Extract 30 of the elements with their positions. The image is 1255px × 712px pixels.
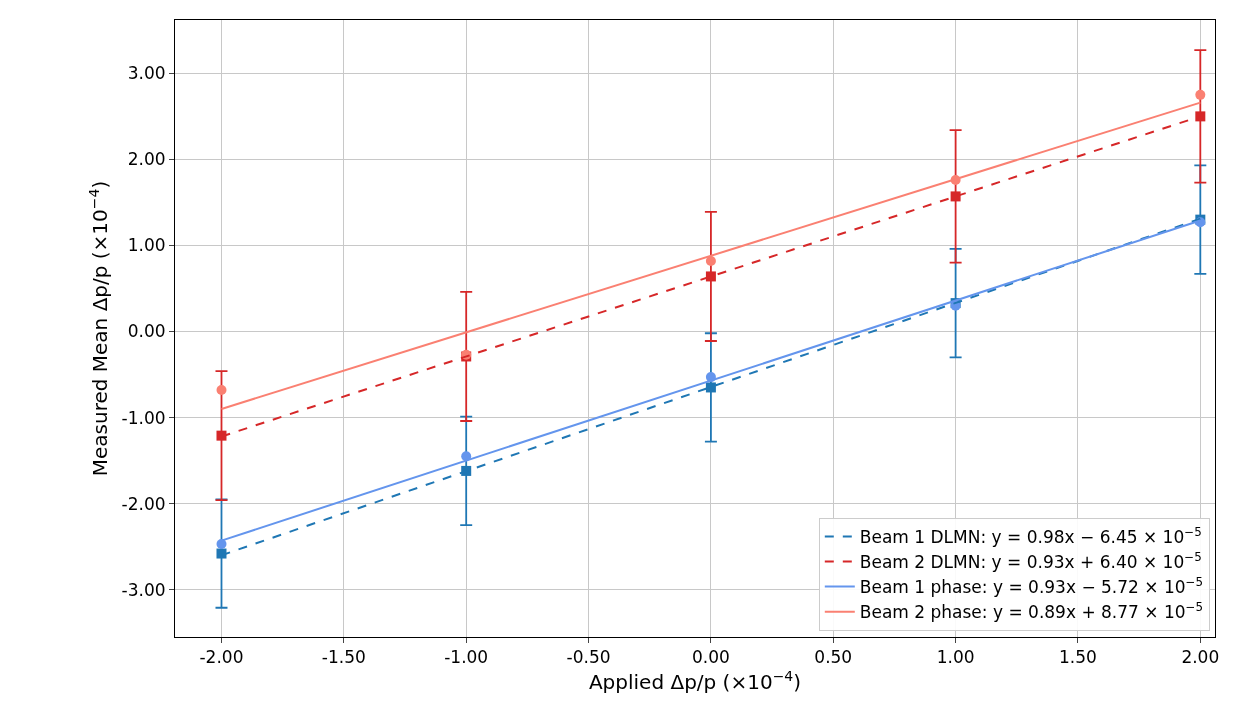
- legend-label: Beam 2 DLMN: y = 0.93x + 6.40 × 10$^{−5}$: [859, 549, 1202, 573]
- y-tick-label: -3.00: [121, 579, 166, 600]
- point: [1195, 111, 1206, 122]
- point: [705, 271, 716, 282]
- y-tick-label: -1.00: [121, 407, 166, 428]
- y-tick-label: 0.00: [127, 321, 166, 342]
- point: [216, 385, 227, 396]
- x-tick-label: -1.50: [321, 647, 366, 668]
- x-tick-label: 0.00: [691, 647, 730, 668]
- y-tick-label: 1.00: [127, 235, 166, 256]
- legend-label: Beam 1 phase: y = 0.93x − 5.72 × 10$^{−5}$: [859, 575, 1204, 598]
- y-tick-label: 2.00: [127, 149, 166, 170]
- x-tick-label: -2.00: [199, 647, 244, 668]
- y-tick-label: -2.00: [121, 493, 166, 514]
- legend-label: Beam 2 phase: y = 0.89x + 8.77 × 10$^{−5}$: [859, 600, 1204, 623]
- point: [216, 548, 227, 559]
- x-tick-label: -0.50: [566, 647, 611, 668]
- y-tick-label: 3.00: [127, 63, 166, 84]
- point: [705, 382, 716, 393]
- x-tick-label: 0.50: [814, 647, 853, 668]
- point: [705, 255, 716, 266]
- point: [950, 191, 961, 202]
- legend-label: Beam 1 DLMN: y = 0.98x − 6.45 × 10$^{−5}$: [859, 524, 1202, 548]
- x-tick-label: 1.00: [936, 647, 975, 668]
- point: [1195, 89, 1206, 100]
- point: [216, 539, 227, 550]
- x-tick-label: -1.00: [444, 647, 489, 668]
- x-tick-label: 2.00: [1181, 647, 1220, 668]
- x-axis-title: Applied Δp/p (×10$^{−4}$): [588, 667, 802, 694]
- x-tick-label: 1.50: [1059, 647, 1097, 668]
